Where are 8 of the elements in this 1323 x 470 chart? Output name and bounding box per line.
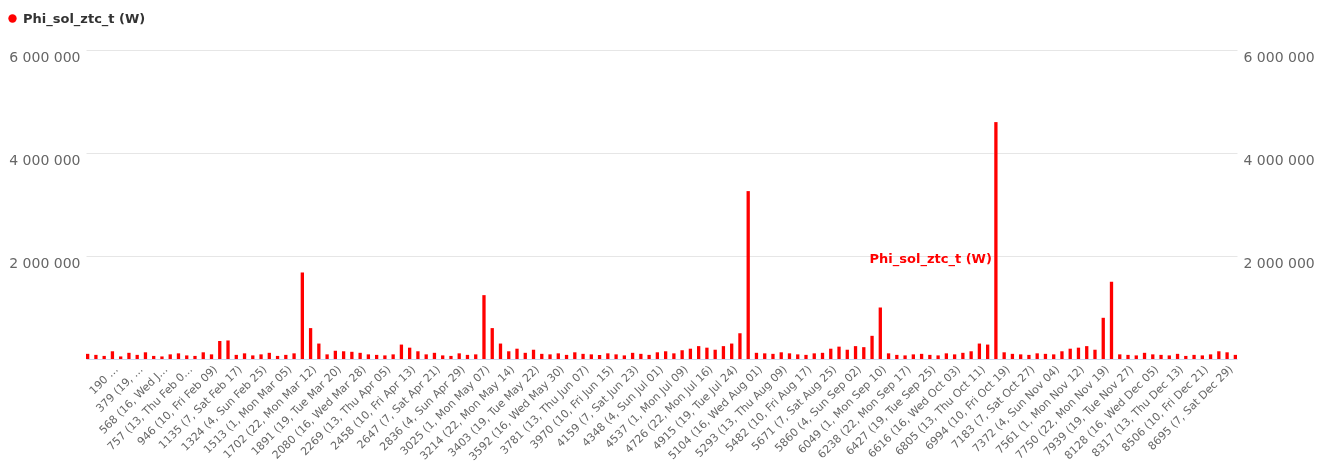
y-tick-label: 6 000 000: [9, 48, 81, 65]
y2-tick-label: 4 000 000: [1243, 151, 1315, 168]
y2-tick-label: 2 000 000: [1243, 254, 1315, 271]
y-tick-label: 2 000 000: [9, 254, 81, 271]
legend-label: Phi_sol_ztc_t (W): [23, 10, 146, 27]
text: Phi_sol_ztc_t (W): [869, 251, 992, 267]
y2-tick-label: 6 000 000: [1243, 48, 1315, 65]
y-tick-label: 4 000 000: [9, 151, 81, 168]
